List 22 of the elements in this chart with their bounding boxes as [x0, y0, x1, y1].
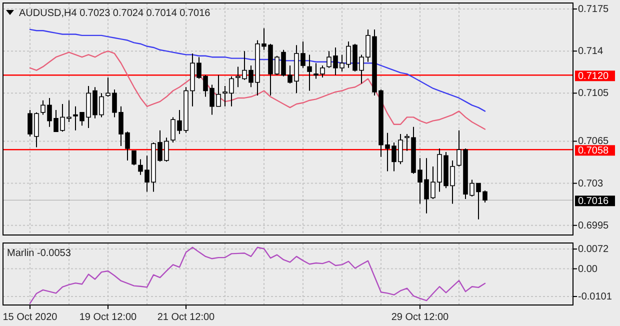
y-tick-label: 0.0072	[578, 244, 610, 256]
ref-line-label: 0.7058	[578, 146, 610, 157]
y-tick-label: 0.703	[578, 178, 604, 190]
x-tick-label: 21 Oct 12:00	[157, 312, 216, 323]
x-tick-label: 15 Oct 2020	[2, 312, 58, 323]
x-tick-label: 19 Oct 12:00	[79, 312, 138, 323]
candlestick	[307, 54, 312, 92]
line-series	[29, 50, 486, 130]
text: Marlin -0.0053	[7, 248, 72, 259]
x-tick-label: 29 Oct 12:00	[391, 312, 450, 323]
y-tick-label: 0.7105	[578, 88, 610, 100]
y-tick-label: 0.00	[578, 264, 598, 275]
y-tick-label: 0.6995	[578, 220, 610, 232]
ref-line-label: 0.7120	[578, 71, 610, 82]
candlestick	[132, 150, 136, 166]
line-series	[29, 28, 486, 112]
y-tick-label: 0.7065	[578, 136, 610, 148]
y-tick-label: 0.7175	[578, 4, 610, 16]
ref-line-label: 0.7016	[578, 196, 610, 208]
text: AUDUSD,H4 0.7023 0.7024 0.7014 0.7016	[19, 8, 211, 19]
y-tick-label: 0.714	[578, 46, 604, 58]
y-tick-label: -0.0101	[578, 291, 612, 302]
